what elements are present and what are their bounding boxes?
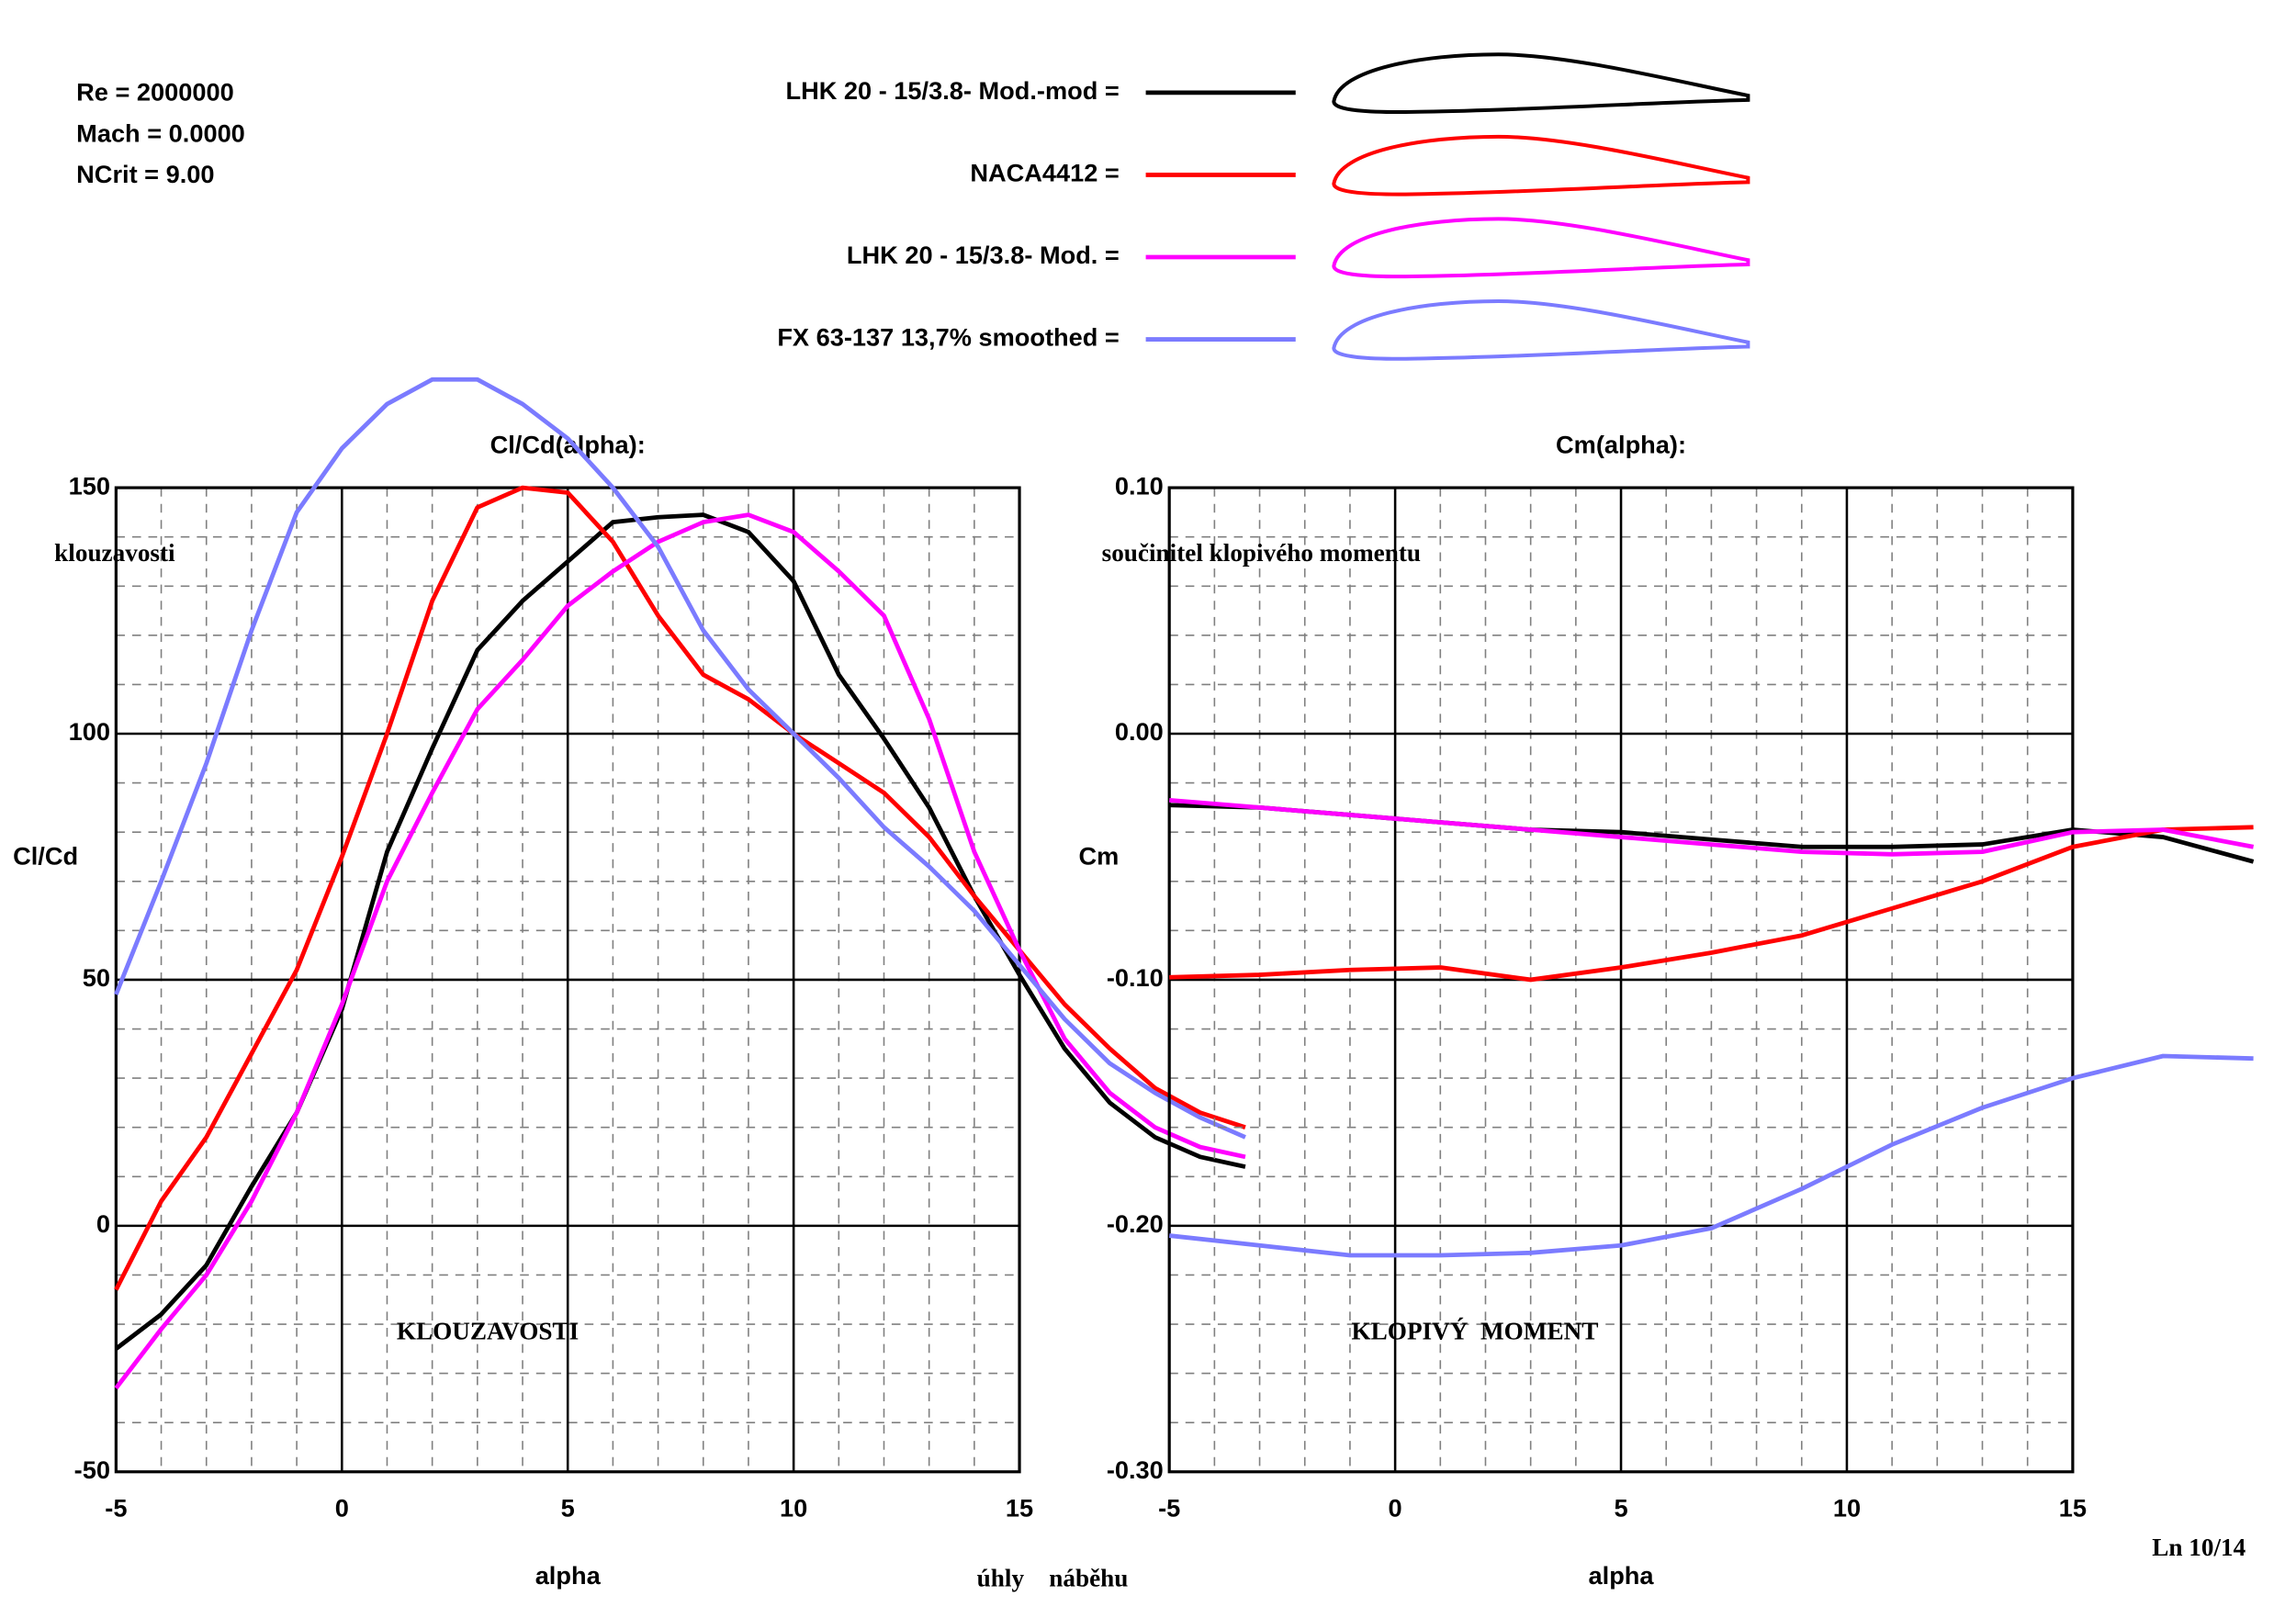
airfoil-outline	[1332, 134, 1750, 197]
x-tick-label: -5	[105, 1494, 127, 1523]
airfoil-outline	[1332, 298, 1750, 361]
y-tick-label: -0.10	[1107, 963, 1164, 992]
series-line	[1168, 1053, 2254, 1258]
footer-note: úhly náběhu	[977, 1564, 1129, 1591]
legend-label: LHK 20 - 15/3.8- Mod. =	[847, 241, 1120, 269]
y-tick-label: -0.20	[1107, 1209, 1164, 1238]
y-axis-label: Cm	[1079, 841, 1120, 870]
y-tick-label: 0.10	[1115, 471, 1164, 500]
chart-title: Cm(alpha):	[1556, 431, 1686, 459]
legend-label: LHK 20 - 15/3.8- Mod.-mod =	[785, 76, 1119, 105]
x-tick-label: 5	[561, 1494, 575, 1523]
legend-label: FX 63-137 13,7% smoothed =	[777, 323, 1119, 352]
annotation: součinitel klopivého momentu	[1102, 539, 1421, 567]
y-tick-label: 50	[83, 963, 110, 992]
y-tick-label: -50	[74, 1455, 110, 1484]
info-line: Re = 2000000	[76, 78, 234, 107]
y-tick-label: 0	[96, 1209, 110, 1238]
series-line	[114, 485, 1246, 1291]
series-line	[114, 512, 1246, 1390]
x-axis-label: alpha	[535, 1561, 602, 1590]
y-axis-label: Cl/Cd	[13, 841, 78, 870]
plot-frame	[1167, 486, 2075, 1474]
annotation: KLOUZAVOSTI	[397, 1318, 579, 1345]
info-line: NCrit = 9.00	[76, 160, 214, 188]
legend-label: NACA4412 =	[970, 159, 1119, 187]
y-tick-label: 150	[69, 471, 110, 500]
y-tick-label: 0.00	[1115, 717, 1164, 746]
x-tick-label: 0	[1389, 1494, 1402, 1523]
y-tick-label: -0.30	[1107, 1455, 1164, 1484]
series-line	[114, 376, 1246, 1140]
info-line: Mach = 0.0000	[76, 118, 245, 147]
plot-frame	[114, 486, 1021, 1474]
series-line	[1168, 797, 2255, 857]
x-tick-label: 0	[335, 1494, 349, 1523]
status: Ln 10/14	[2152, 1534, 2245, 1561]
airfoil-outline	[1332, 52, 1750, 115]
annotation: klouzavosti	[54, 539, 175, 567]
chart-title: Cl/Cd(alpha):	[490, 431, 646, 459]
x-tick-label: 5	[1614, 1494, 1627, 1523]
x-axis-label: alpha	[1589, 1561, 1655, 1590]
y-tick-label: 100	[69, 717, 110, 746]
x-tick-label: -5	[1158, 1494, 1180, 1523]
airfoil-outline	[1332, 217, 1750, 279]
x-tick-label: 10	[780, 1494, 807, 1523]
x-tick-label: 15	[1006, 1494, 1033, 1523]
x-tick-label: 15	[2059, 1494, 2087, 1523]
x-tick-label: 10	[1833, 1494, 1861, 1523]
series-line	[1169, 825, 2254, 983]
series-line	[114, 512, 1246, 1351]
annotation: KLOPIVÝ MOMENT	[1352, 1318, 1599, 1345]
